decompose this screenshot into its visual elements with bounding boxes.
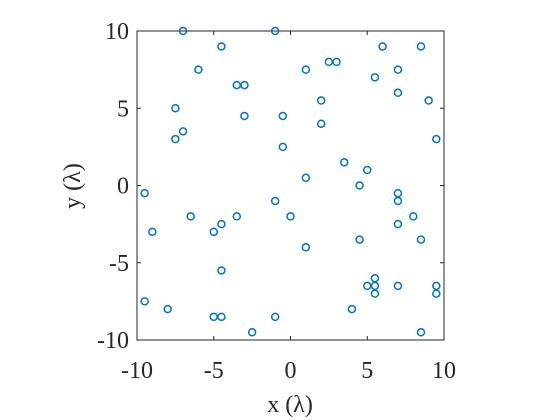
point xyxy=(416,42,426,51)
x-tick-label: 0 xyxy=(285,358,297,384)
point xyxy=(217,42,226,51)
point xyxy=(393,219,403,229)
point xyxy=(178,127,188,136)
point xyxy=(301,65,311,74)
point xyxy=(270,26,280,36)
point xyxy=(217,312,226,322)
point xyxy=(209,227,218,237)
point xyxy=(240,111,249,121)
x-tick-label: 5 xyxy=(361,358,373,384)
point xyxy=(370,73,380,82)
point xyxy=(424,96,433,105)
y-axis-label: y (λ) xyxy=(60,163,86,209)
point xyxy=(278,111,288,121)
point xyxy=(416,328,426,337)
point xyxy=(171,104,180,113)
x-axis-label: x (λ) xyxy=(267,392,313,418)
point xyxy=(432,289,441,298)
point xyxy=(370,289,380,298)
point xyxy=(409,212,418,221)
point xyxy=(393,88,403,98)
y-tick-label: 0 xyxy=(117,174,129,200)
y-tick-label: -5 xyxy=(109,251,129,277)
point xyxy=(140,188,149,198)
point xyxy=(416,235,426,244)
point xyxy=(347,304,357,314)
point xyxy=(393,281,403,291)
y-tick-label: -10 xyxy=(97,328,129,354)
point xyxy=(217,219,226,229)
point xyxy=(270,196,280,206)
point xyxy=(339,158,349,167)
plot-frame xyxy=(136,30,445,341)
point xyxy=(240,80,249,90)
point xyxy=(432,134,441,144)
point xyxy=(186,212,195,221)
point xyxy=(278,142,288,152)
x-tick-label: 10 xyxy=(432,358,456,384)
point xyxy=(393,196,403,206)
point xyxy=(194,65,203,74)
point xyxy=(332,57,341,67)
point xyxy=(355,181,364,190)
point xyxy=(247,328,257,337)
point xyxy=(301,243,311,252)
x-tick-label: -10 xyxy=(121,358,153,384)
y-tick-label: 10 xyxy=(105,19,129,45)
point xyxy=(270,312,280,322)
point xyxy=(163,304,172,314)
point xyxy=(217,266,226,275)
point xyxy=(316,119,326,128)
point xyxy=(355,235,364,244)
y-tick-label: 5 xyxy=(117,96,129,122)
point xyxy=(363,165,372,175)
x-tick-label: -5 xyxy=(204,358,224,384)
point xyxy=(286,212,295,221)
point xyxy=(378,42,387,51)
point xyxy=(140,297,149,306)
point xyxy=(232,212,242,221)
point xyxy=(393,65,403,74)
point xyxy=(148,227,157,237)
point xyxy=(178,26,188,36)
point xyxy=(301,173,311,183)
point xyxy=(316,96,326,105)
point xyxy=(171,134,180,144)
